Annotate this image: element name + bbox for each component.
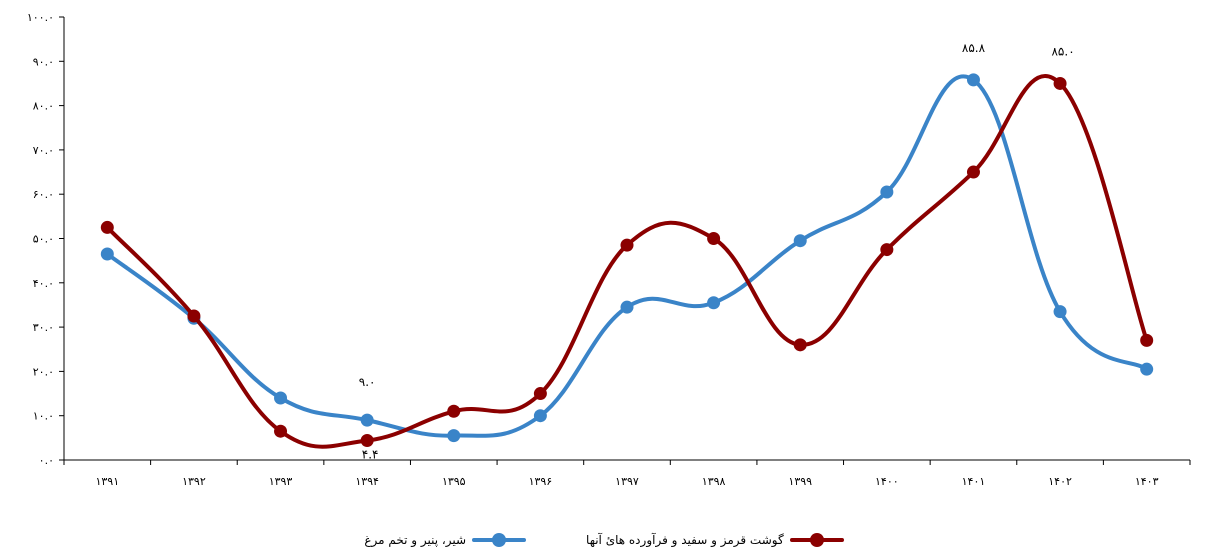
data-point (447, 404, 461, 418)
data-point (880, 243, 894, 257)
y-tick-label: ۴۰.۰ (33, 277, 54, 290)
y-tick-label: ۷۰.۰ (33, 144, 54, 157)
data-point (360, 434, 374, 448)
y-tick-label: ۵۰.۰ (33, 233, 54, 246)
data-point (100, 247, 114, 261)
x-tick-label: ۱۳۹۷ (615, 475, 639, 488)
data-label: ۴.۴ (362, 448, 379, 462)
y-tick-label: ۳۰.۰ (33, 321, 54, 334)
series-line (105, 74, 1149, 449)
legend-swatch-meat (789, 533, 844, 547)
data-point (966, 165, 980, 179)
data-point (707, 296, 721, 310)
data-point (620, 238, 634, 252)
data-point (793, 234, 807, 248)
data-point (793, 338, 807, 352)
data-point (620, 300, 634, 314)
data-point (274, 391, 288, 405)
series-1 (100, 73, 1154, 443)
data-point (707, 232, 721, 245)
data-point (880, 185, 894, 199)
y-tick-label: ۰.۰ (39, 454, 54, 467)
y-tick-label: ۹۰.۰ (33, 55, 54, 68)
data-point (1053, 76, 1067, 90)
data-label: ۸۵.۸ (962, 41, 986, 55)
data-point (100, 220, 114, 234)
legend-item-meat: گوشت قرمز و سفید و فرآورده هائ آنها (586, 533, 844, 547)
y-tick-label: ۶۰.۰ (33, 188, 54, 201)
annotations-layer: ۹.۰ ۴.۴ ۸۵.۸ ۸۵.۰ (359, 41, 1075, 462)
x-tick-label: ۱۳۹۵ (442, 475, 466, 488)
axes: ۰.۰ ۱۰.۰ ۲۰.۰ ۳۰.۰ ۴۰.۰ ۵۰.۰ ۶۰.۰ ۷۰.۰ ۸۰.۰ ۹۰.۰ ۱… (27, 11, 1191, 488)
x-tick-label: ۱۴۰۰ (875, 475, 899, 488)
data-point (1140, 333, 1154, 347)
series-0 (100, 74, 1154, 449)
x-tick-label: ۱۳۹۳ (269, 475, 293, 488)
x-tick-label: ۱۳۹۱ (95, 475, 119, 488)
x-tick-label: ۱۳۹۲ (182, 475, 206, 488)
data-label: ۸۵.۰ (1051, 44, 1074, 58)
data-point (966, 73, 980, 87)
x-tick-label: ۱۳۹۴ (355, 475, 379, 488)
data-point (533, 387, 547, 401)
line-chart: ۰.۰ ۱۰.۰ ۲۰.۰ ۳۰.۰ ۴۰.۰ ۵۰.۰ ۶۰.۰ ۷۰.۰ ۸۰.۰ ۹۰.۰ ۱… (27, 11, 1191, 488)
series-layer (100, 73, 1154, 449)
data-point (1053, 305, 1067, 319)
x-tick-label: ۱۳۹۶ (529, 475, 553, 488)
data-point (274, 424, 288, 438)
legend-item-dairy: شیر، پنیر و تخم مرغ (364, 533, 527, 547)
y-tick-label: ۱۰۰.۰ (27, 11, 54, 24)
y-tick-label: ۸۰.۰ (33, 100, 54, 113)
data-point (1140, 362, 1154, 376)
y-tick-label: ۱۰.۰ (33, 410, 54, 423)
data-label: ۹.۰ (359, 375, 376, 389)
series-line (105, 74, 1149, 438)
data-point (187, 309, 201, 323)
legend-label-meat: گوشت قرمز و سفید و فرآورده هائ آنها (586, 533, 784, 547)
legend-label-dairy: شیر، پنیر و تخم مرغ (364, 533, 467, 547)
x-tick-label: ۱۳۹۹ (788, 475, 812, 488)
data-point (360, 413, 374, 427)
data-point (533, 409, 547, 423)
legend-swatch-dairy (472, 533, 527, 547)
x-tick-label: ۱۳۹۸ (702, 475, 726, 488)
x-tick-label: ۱۴۰۱ (962, 475, 986, 488)
x-tick-label: ۱۴۰۲ (1048, 475, 1072, 488)
x-tick-label: ۱۴۰۳ (1135, 475, 1159, 488)
data-point (447, 429, 461, 443)
y-tick-label: ۲۰.۰ (33, 365, 54, 378)
legend: گوشت قرمز و سفید و فرآورده هائ آنها شیر،… (0, 530, 1208, 550)
